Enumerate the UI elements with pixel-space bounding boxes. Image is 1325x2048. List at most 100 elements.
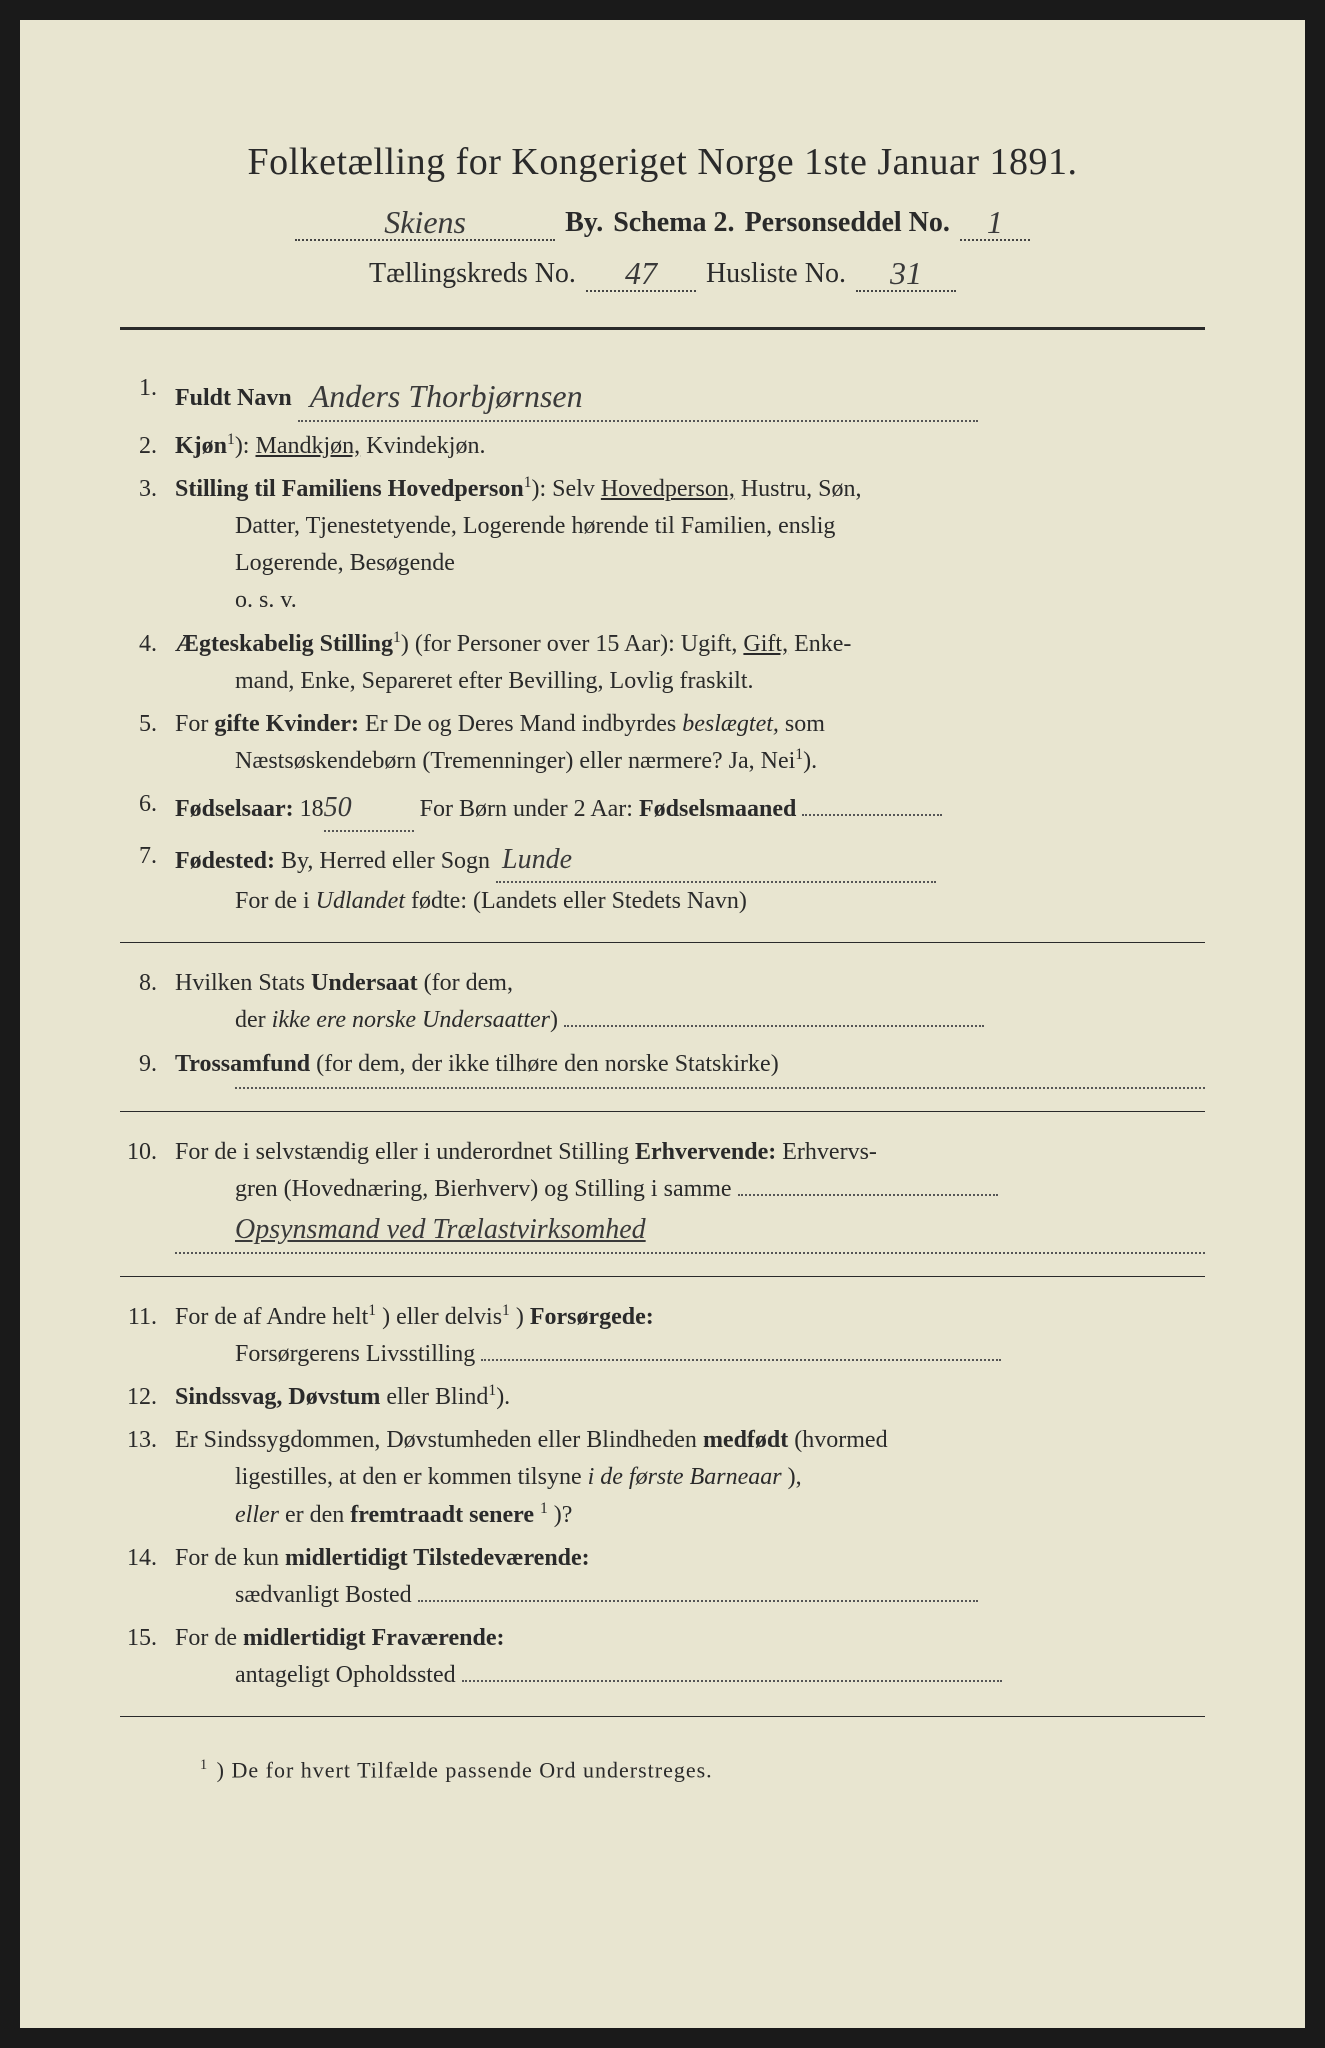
text: gren (Hovednæring, Bierhverv) og Stillin…	[235, 1176, 732, 1202]
provider-field	[481, 1359, 1001, 1361]
text: For de i	[235, 888, 316, 914]
label: Fødselsaar:	[175, 796, 294, 822]
divider-footer	[120, 1716, 1205, 1717]
entry-body: For de af Andre helt1 ) eller delvis1 ) …	[175, 1299, 1205, 1373]
text: (hvormed	[794, 1427, 887, 1453]
text: (for dem,	[424, 970, 513, 996]
sup: 1	[227, 431, 235, 448]
italic: ikke ere norske Undersaatter	[272, 1007, 550, 1033]
entry-num: 9.	[120, 1046, 175, 1089]
entry-num: 7.	[120, 838, 175, 921]
bold: midlertidigt Tilstedeværende:	[285, 1545, 590, 1571]
whereabouts-field	[462, 1680, 1002, 1682]
text: ligestilles, at den er kommen tilsyne	[235, 1464, 588, 1490]
text: For de af Andre helt	[175, 1304, 368, 1330]
footnote-sup: 1	[200, 1757, 209, 1773]
city-field: Skiens	[295, 202, 555, 241]
entry-body: Fødselsaar: 1850 For Børn under 2 Aar: F…	[175, 786, 1205, 831]
kreds-label: Tællingskreds No.	[369, 258, 576, 290]
name-field: Anders Thorbjørnsen	[298, 370, 978, 422]
entry-2: 2. Kjøn1): Mandkjøn, Kvindekjøn.	[120, 428, 1205, 465]
line: For de i Udlandet fødte: (Landets eller …	[175, 883, 1205, 920]
entry-num: 12.	[120, 1379, 175, 1416]
text: Erhvervs-	[782, 1139, 877, 1165]
entry-10: 10. For de i selvstændig eller i underor…	[120, 1134, 1205, 1254]
entry-num: 1.	[120, 370, 175, 422]
name-value: Anders Thorbjørnsen	[310, 378, 583, 414]
by-label: By.	[565, 207, 603, 239]
italic: eller	[235, 1502, 279, 1528]
sup: 1	[488, 1382, 496, 1399]
entries-list: 1. Fuldt Navn Anders Thorbjørnsen 2. Kjø…	[120, 370, 1205, 1694]
entry-num: 6.	[120, 786, 175, 831]
sup: 1	[540, 1500, 548, 1517]
entry-body: Fødested: By, Herred eller Sogn Lunde Fo…	[175, 838, 1205, 921]
text: )?	[554, 1502, 573, 1528]
entry-15: 15. For de midlertidigt Fraværende: anta…	[120, 1620, 1205, 1694]
label: gifte Kvinder:	[214, 711, 359, 737]
line: Næstsøskendebørn (Tremenninger) eller næ…	[175, 743, 1205, 780]
text: For de i selvstændig eller i underordnet…	[175, 1139, 635, 1165]
entry-body: Fuldt Navn Anders Thorbjørnsen	[175, 370, 1205, 422]
pre: For	[175, 711, 214, 737]
sup: 1	[795, 746, 803, 763]
label: Stilling til Familiens Hovedperson	[175, 476, 524, 502]
line: antageligt Opholdssted	[175, 1657, 1205, 1694]
text: Er De og Deres Mand indbyrdes	[365, 711, 682, 737]
entry-7: 7. Fødested: By, Herred eller Sogn Lunde…	[120, 838, 1205, 921]
text: som	[785, 711, 825, 737]
sup: 1	[393, 629, 401, 646]
entry-num: 3.	[120, 471, 175, 620]
text: antageligt Opholdssted	[235, 1662, 456, 1688]
husliste-label: Husliste No.	[706, 258, 846, 290]
label: Trossamfund	[175, 1051, 310, 1077]
text: Næstsøskendebørn (Tremenninger) eller næ…	[235, 748, 795, 774]
entry-12: 12. Sindssvag, Døvstum eller Blind1).	[120, 1379, 1205, 1416]
kreds-field: 47	[586, 253, 696, 292]
text: By, Herred eller Sogn	[281, 848, 490, 874]
kreds-value: 47	[625, 255, 657, 291]
divider-heavy	[120, 327, 1205, 330]
entry-body: For gifte Kvinder: Er De og Deres Mand i…	[175, 706, 1205, 780]
bold: Forsørgede:	[530, 1304, 654, 1330]
entry-6: 6. Fødselsaar: 1850 For Børn under 2 Aar…	[120, 786, 1205, 831]
entry-body: Trossamfund (for dem, der ikke tilhøre d…	[175, 1046, 1205, 1089]
text: (for dem, der ikke tilhøre den norske St…	[316, 1051, 779, 1077]
label: Fødested:	[175, 848, 275, 874]
personseddel-label: Personseddel No.	[745, 207, 950, 239]
bold: fremtraadt senere	[350, 1502, 534, 1528]
bold: medfødt	[703, 1427, 788, 1453]
year-field: 50	[324, 786, 414, 831]
month-field	[802, 814, 942, 816]
schema-label: Schema 2.	[613, 207, 734, 239]
husliste-value: 31	[890, 255, 922, 291]
selected-mand: Mandkjøn,	[255, 433, 360, 459]
entry-num: 10.	[120, 1134, 175, 1254]
entry-num: 15.	[120, 1620, 175, 1694]
entry-4: 4. Ægteskabelig Stilling1) (for Personer…	[120, 626, 1205, 700]
entry-num: 2.	[120, 428, 175, 465]
occupation-value: Opsynsmand ved Trælastvirksomhed	[235, 1214, 646, 1245]
state-field	[564, 1025, 984, 1027]
entry-11: 11. For de af Andre helt1 ) eller delvis…	[120, 1299, 1205, 1373]
text: Hvilken Stats	[175, 970, 311, 996]
line: der ikke ere norske Undersaatter)	[175, 1002, 1205, 1039]
entry-body: For de i selvstændig eller i underordnet…	[175, 1134, 1205, 1254]
entry-num: 5.	[120, 706, 175, 780]
text: )	[516, 1304, 530, 1330]
entry-body: Stilling til Familiens Hovedperson1): Se…	[175, 471, 1205, 620]
bold: Undersaat	[311, 970, 418, 996]
divider	[120, 1111, 1205, 1112]
selected-hoved: Hovedperson,	[601, 476, 735, 502]
line: o. s. v.	[175, 582, 1205, 619]
text: Forsørgerens Livsstilling	[235, 1341, 475, 1367]
sup: 1	[502, 1302, 510, 1319]
line: Logerende, Besøgende	[175, 545, 1205, 582]
text: For de	[175, 1625, 243, 1651]
label: Ægteskabelig Stilling	[175, 631, 393, 657]
kreds-row: Tællingskreds No. 47 Husliste No. 31	[120, 253, 1205, 292]
entry-5: 5. For gifte Kvinder: Er De og Deres Man…	[120, 706, 1205, 780]
line: gren (Hovednæring, Bierhverv) og Stillin…	[175, 1171, 1205, 1208]
text: fødte: (Landets eller Stedets Navn)	[411, 888, 747, 914]
line: ligestilles, at den er kommen tilsyne i …	[175, 1459, 1205, 1496]
